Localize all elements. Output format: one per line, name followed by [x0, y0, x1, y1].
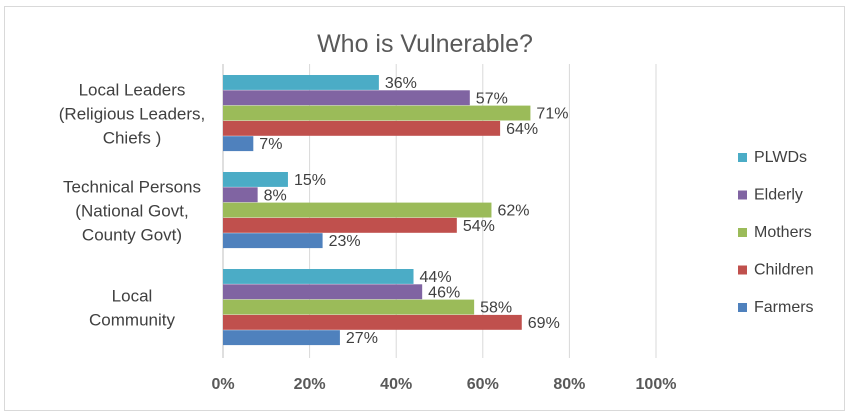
- bar-elderly-2: [223, 284, 423, 300]
- data-label: 58%: [480, 300, 512, 317]
- category-label: Technical Persons (National Govt, County G…: [63, 177, 201, 244]
- bar-farmers-2: [223, 330, 340, 346]
- data-label: 62%: [497, 203, 529, 220]
- x-tick-label: 60%: [467, 376, 499, 393]
- x-tick-label: 20%: [294, 376, 326, 393]
- data-label: 8%: [264, 187, 287, 204]
- data-label: 54%: [463, 218, 495, 235]
- chart-title: Who is Vulnerable?: [317, 30, 533, 58]
- bar-farmers-1: [223, 233, 323, 249]
- x-axis-ticks: 0% 20% 40% 60% 80% 100%: [211, 376, 676, 393]
- data-label: 69%: [528, 315, 560, 332]
- legend-swatch-mothers: [738, 228, 747, 237]
- data-label: 27%: [346, 330, 378, 347]
- bar-plwds-2: [223, 269, 414, 284]
- data-label: 71%: [536, 106, 568, 123]
- bar-farmers-0: [223, 136, 254, 152]
- bar-plwds-1: [223, 172, 288, 187]
- category-label: Local Community: [89, 286, 175, 329]
- bar-children-1: [223, 217, 457, 233]
- data-label: 36%: [385, 75, 417, 92]
- bar-plwds-0: [223, 75, 379, 90]
- bars: [223, 75, 531, 346]
- legend-swatch-elderly: [738, 190, 747, 200]
- category-label: Local Leaders (Religious Leaders, Chiefs ): [59, 80, 205, 147]
- bar-elderly-1: [223, 187, 258, 203]
- bar-children-0: [223, 120, 501, 136]
- legend-label-children: Children: [754, 262, 814, 279]
- bar-mothers-2: [223, 299, 475, 315]
- data-label: 57%: [476, 90, 508, 107]
- x-tick-label: 40%: [380, 376, 412, 393]
- bar-mothers-0: [223, 105, 531, 121]
- data-label: 7%: [259, 136, 282, 153]
- legend-swatch-farmers: [738, 303, 747, 312]
- x-tick-label: 100%: [636, 376, 677, 393]
- category-labels: Local Leaders (Religious Leaders, Chiefs )…: [59, 80, 205, 329]
- bar-mothers-1: [223, 202, 492, 218]
- bar-children-2: [223, 314, 522, 330]
- data-label: 46%: [428, 284, 460, 301]
- legend-swatch-plwds: [738, 153, 747, 162]
- data-label: 23%: [329, 233, 361, 250]
- data-label: 15%: [294, 172, 326, 189]
- x-tick-label: 80%: [553, 376, 585, 393]
- legend-label-farmers: Farmers: [754, 299, 814, 316]
- data-label: 44%: [420, 269, 452, 286]
- data-labels: 36% 57% 71%64% 7% 15% 8% 62%54% 23% 44%46% 58% 69%…: [259, 75, 568, 347]
- x-tick-label: 0%: [211, 376, 234, 393]
- legend-label-elderly: Elderly: [754, 187, 803, 204]
- legend: PLWDs Elderly Mothers Children Farmers: [738, 149, 814, 316]
- data-label: 64%: [506, 121, 538, 138]
- legend-label-mothers: Mothers: [754, 224, 812, 241]
- legend-label-plwds: PLWDs: [754, 149, 807, 166]
- bar-elderly-0: [223, 90, 470, 106]
- legend-swatch-children: [738, 265, 747, 275]
